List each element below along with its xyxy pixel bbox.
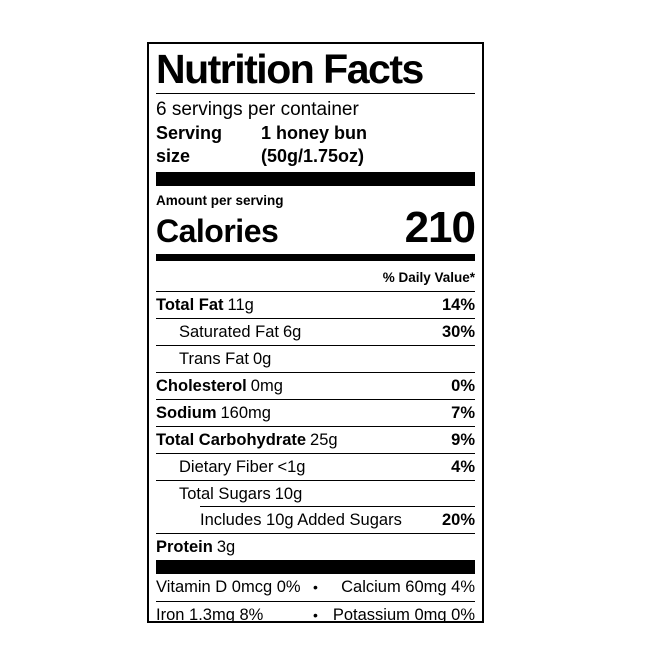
- nutrient-name: Sodium: [156, 403, 217, 422]
- nutrient-amount: 25g: [310, 430, 338, 449]
- nutrition-facts-label: Nutrition Facts 6 servings per container…: [147, 42, 484, 623]
- nutrient-row: Total Carbohydrate 25g 9%: [156, 426, 475, 453]
- bullet-separator: •: [313, 607, 318, 623]
- nutrient-name: Total Fat: [156, 295, 224, 314]
- nutrient-row: Total Sugars 10g: [156, 480, 475, 507]
- medium-divider-bar: [156, 254, 475, 261]
- micronutrient-rows: Vitamin D 0mcg 0% • Calcium 60mg 4% Iron 1.…: [156, 574, 475, 623]
- nutrient-row: Cholesterol 0mg 0%: [156, 372, 475, 399]
- nutrient-daily-value: 4%: [451, 457, 475, 476]
- micronutrient-row: Vitamin D 0mcg 0% • Calcium 60mg 4%: [156, 574, 475, 601]
- nutrient-row: Sodium 160mg 7%: [156, 399, 475, 426]
- nutrient-daily-value: 0%: [451, 376, 475, 395]
- nutrient-name: Saturated Fat: [179, 322, 279, 341]
- nutrient-daily-value: 7%: [451, 403, 475, 422]
- title-divider: [156, 93, 475, 94]
- serving-size-value: 1 honey bun (50g/1.75oz): [261, 123, 368, 166]
- nutrient-name: Total Carbohydrate: [156, 430, 307, 449]
- bullet-separator: •: [313, 579, 318, 595]
- nutrient-amount: 11g: [227, 295, 254, 314]
- thick-divider-bar: [156, 172, 475, 186]
- serving-size-row: Serving size 1 honey bun (50g/1.75oz): [156, 122, 475, 168]
- nutrient-name: Protein: [156, 537, 213, 556]
- nutrient-amount: 10g: [274, 484, 303, 503]
- serving-size-label: Serving size: [156, 123, 223, 166]
- nutrient-amount: 0g: [253, 349, 272, 368]
- nutrient-row: Dietary Fiber <1g 4%: [156, 453, 475, 480]
- nutrient-name: Includes 10g Added Sugars: [200, 510, 402, 529]
- nutrient-amount: 160mg: [220, 403, 271, 422]
- daily-value-header: % Daily Value*: [156, 261, 475, 292]
- nutrient-row: Protein 3g: [156, 533, 475, 560]
- nutrient-amount: 0mg: [250, 376, 283, 395]
- calories-row: Calories 210: [156, 203, 476, 252]
- nutrient-row: Includes 10g Added Sugars 20%: [156, 506, 475, 533]
- micronutrient-right: Potassium 0mg 0%: [332, 606, 475, 623]
- nutrient-daily-value: 9%: [451, 430, 475, 449]
- nutrient-amount: <1g: [277, 457, 306, 476]
- nutrient-row: Total Fat 11g 14%: [156, 292, 475, 318]
- calories-value: 210: [404, 203, 476, 252]
- nutrient-row: Saturated Fat 6g 30%: [156, 318, 475, 345]
- micronutrient-right: Calcium 60mg 4%: [341, 578, 475, 596]
- nutrient-daily-value: 14%: [441, 295, 475, 314]
- nutrient-row: Trans Fat 0g: [156, 345, 475, 372]
- micronutrient-row: Iron 1.3mg 8% • Potassium 0mg 0%: [156, 601, 475, 623]
- nutrient-amount: 3g: [216, 537, 236, 556]
- micronutrient-left: Iron 1.3mg 8%: [156, 606, 264, 623]
- amount-per-serving-label: Amount per serving: [156, 193, 284, 208]
- micronutrient-left: Vitamin D 0mcg 0%: [156, 578, 301, 596]
- nutrient-name: Trans Fat: [179, 349, 249, 368]
- nutrient-daily-value: 20%: [441, 510, 475, 529]
- nutrient-rows: Total Fat 11g 14% Saturated Fat 6g 30% Trans F…: [156, 292, 475, 560]
- label-title: Nutrition Facts: [156, 46, 424, 92]
- calories-label: Calories: [156, 213, 279, 249]
- nutrient-name: Dietary Fiber: [179, 457, 274, 476]
- servings-per-container: 6 servings per container: [156, 99, 359, 120]
- nutrient-name: Cholesterol: [156, 376, 247, 395]
- nutrient-name: Total Sugars: [179, 484, 271, 503]
- thick-divider-bar: [156, 560, 475, 574]
- nutrient-amount: 6g: [282, 322, 302, 341]
- nutrient-daily-value: 30%: [441, 322, 475, 341]
